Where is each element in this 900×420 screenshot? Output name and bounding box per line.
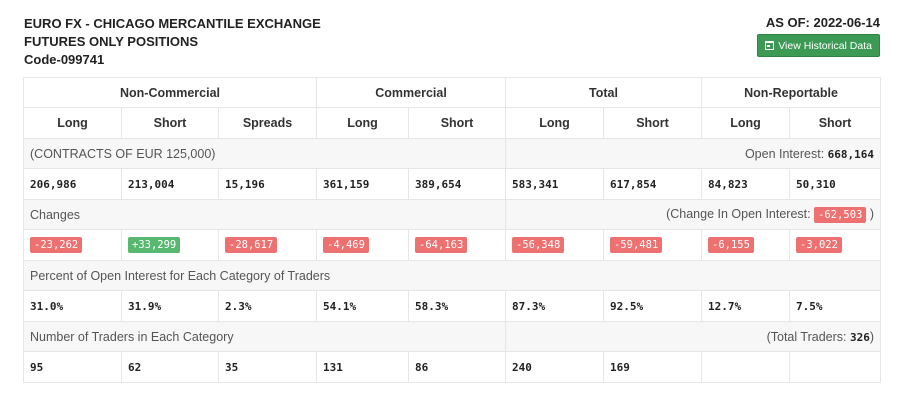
total-traders-label: (Total Traders:: [766, 329, 847, 344]
change-badge: -3,022: [796, 237, 842, 253]
cot-positions-table: Non-Commercial Commercial Total Non-Repo…: [22, 77, 882, 383]
table-cell: [789, 351, 882, 383]
open-interest: Open Interest: 668,164: [505, 138, 882, 169]
changes-label-row: Changes (Change In Open Interest: -62,50…: [22, 199, 882, 230]
column-header-row: Long Short Spreads Long Short Long Short…: [23, 107, 882, 139]
traders-label: Number of Traders in Each Category: [22, 321, 507, 352]
column-header: Spreads: [217, 107, 318, 139]
column-header: Short: [121, 107, 219, 139]
table-cell: 131: [316, 351, 410, 383]
column-header: Long: [505, 107, 605, 139]
table-cell: 54.1%: [316, 290, 410, 322]
table-cell: 87.3%: [505, 290, 605, 322]
table-cell: 206,986: [23, 168, 122, 200]
change-badge: -56,348: [512, 237, 565, 253]
group-commercial: Commercial: [316, 77, 507, 108]
table-cell: 583,341: [505, 168, 605, 200]
table-cell: 84,823: [701, 168, 791, 200]
changes-values-row: -23,262 +33,299 -28,617 -4,469 -64,163 -…: [23, 229, 882, 261]
as-of-date: AS OF: 2022-06-14: [765, 15, 880, 30]
group-header-row: Non-Commercial Commercial Total Non-Repo…: [22, 77, 882, 108]
column-header: Long: [23, 107, 122, 139]
open-interest-label: Open Interest:: [744, 146, 825, 161]
table-cell: 7.5%: [789, 290, 882, 322]
report-header: EURO FX - CHICAGO MERCANTILE EXCHANGE FU…: [0, 0, 900, 78]
traders-label-row: Number of Traders in Each Category (Tota…: [22, 321, 882, 352]
column-header: Short: [408, 107, 507, 139]
change-in-open-interest: (Change In Open Interest: -62,503 ): [505, 199, 882, 230]
report-title-block: EURO FX - CHICAGO MERCANTILE EXCHANGE FU…: [24, 15, 321, 69]
total-traders: (Total Traders: 326): [505, 321, 882, 352]
table-cell: 2.3%: [217, 290, 318, 322]
table-cell: 213,004: [121, 168, 219, 200]
column-header: Short: [603, 107, 703, 139]
changes-label: Changes: [22, 199, 507, 230]
table-cell: 12.7%: [701, 290, 791, 322]
change-badge: -59,481: [610, 237, 663, 253]
table-cell: 169: [603, 351, 703, 383]
table-cell: [701, 351, 791, 383]
table-cell: 361,159: [316, 168, 410, 200]
column-header: Long: [701, 107, 791, 139]
group-non-commercial: Non-Commercial: [22, 77, 318, 108]
table-cell: 86: [408, 351, 507, 383]
change-badge: +33,299: [128, 237, 181, 253]
table-cell: 62: [121, 351, 219, 383]
percent-label: Percent of Open Interest for Each Catego…: [22, 260, 882, 291]
table-cell: 31.0%: [23, 290, 122, 322]
change-oi-close: ): [869, 206, 875, 221]
table-cell: 389,654: [408, 168, 507, 200]
table-cell: 95: [23, 351, 122, 383]
table-cell: 92.5%: [603, 290, 703, 322]
table-cell: 50,310: [789, 168, 882, 200]
table-cell: 31.9%: [121, 290, 219, 322]
view-historical-data-button[interactable]: View Historical Data: [757, 34, 880, 57]
total-traders-close: ): [869, 329, 875, 344]
change-oi-badge: -62,503: [814, 206, 867, 223]
contracts-label: (CONTRACTS OF EUR 125,000): [22, 138, 507, 169]
change-badge: -23,262: [30, 237, 83, 253]
change-badge: -4,469: [323, 237, 369, 253]
change-badge: -64,163: [415, 237, 468, 253]
total-traders-value: 326: [849, 330, 870, 344]
group-non-reportable: Non-Reportable: [701, 77, 882, 108]
report-title: EURO FX - CHICAGO MERCANTILE EXCHANGE: [24, 16, 321, 31]
table-cell: 15,196: [217, 168, 318, 200]
change-oi-label: (Change In Open Interest:: [666, 206, 811, 221]
change-badge: -6,155: [708, 237, 754, 253]
contracts-label-row: (CONTRACTS OF EUR 125,000) Open Interest…: [22, 138, 882, 169]
report-code: Code-099741: [24, 52, 105, 67]
column-header: Long: [316, 107, 410, 139]
percent-label-row: Percent of Open Interest for Each Catego…: [22, 260, 882, 291]
column-header: Short: [789, 107, 882, 139]
traders-values-row: 95 62 35 131 86 240 169: [23, 351, 882, 383]
open-interest-value: 668,164: [827, 147, 875, 161]
table-cell: 617,854: [603, 168, 703, 200]
percent-values-row: 31.0% 31.9% 2.3% 54.1% 58.3% 87.3% 92.5%…: [23, 290, 882, 322]
contracts-values-row: 206,986 213,004 15,196 361,159 389,654 5…: [23, 168, 882, 200]
calendar-icon: [765, 41, 775, 50]
table-cell: 240: [505, 351, 605, 383]
report-subtitle: FUTURES ONLY POSITIONS: [24, 34, 199, 49]
group-total: Total: [505, 77, 703, 108]
change-badge: -28,617: [225, 237, 278, 253]
table-cell: 58.3%: [408, 290, 507, 322]
table-cell: 35: [217, 351, 318, 383]
view-historical-data-label: View Historical Data: [778, 39, 872, 52]
